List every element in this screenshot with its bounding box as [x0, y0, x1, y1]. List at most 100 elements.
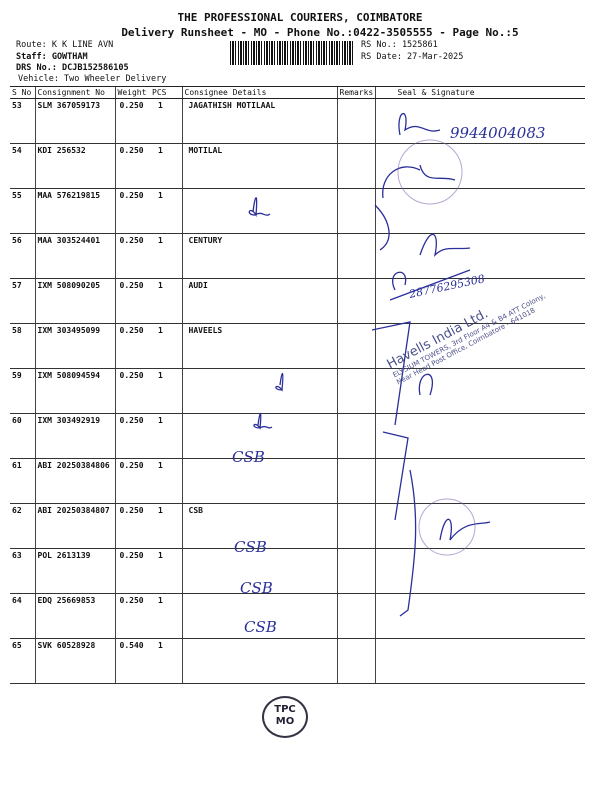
cell-consignment: ABI 20250384807 — [34, 503, 115, 549]
cell-remarks — [336, 143, 375, 189]
cell-pcs: 1 — [150, 188, 182, 234]
cell-signature — [374, 143, 585, 189]
cell-consignee — [181, 188, 337, 234]
cell-sno: 58 — [10, 323, 35, 369]
cell-weight: 0.250 — [114, 413, 150, 459]
cell-remarks — [336, 188, 375, 234]
cell-weight: 0.250 — [114, 323, 150, 369]
col-pcs: PCS — [150, 86, 182, 99]
cell-remarks — [336, 413, 375, 459]
cell-consignee: CSB — [181, 503, 337, 549]
table-header: S No Consignment No Weight PCS Consignee… — [10, 86, 585, 99]
table-row: 54 KDI 256532 0.250 1 MOTILAL — [10, 143, 585, 189]
table-row: 63 POL 2613139 0.250 1 — [10, 548, 585, 594]
cell-consignment: IXM 303495099 — [34, 323, 115, 369]
cell-signature — [374, 593, 585, 639]
runsheet-table: S No Consignment No Weight PCS Consignee… — [10, 86, 585, 684]
route: Route: K K LINE AVN — [16, 40, 114, 50]
cell-signature — [374, 98, 585, 144]
col-signature: Seal & Signature — [374, 86, 585, 99]
cell-sno: 63 — [10, 548, 35, 594]
cell-remarks — [336, 638, 375, 684]
tpc-mo-stamp: TPC MO — [262, 696, 308, 738]
table-row: 53 SLM 367059173 0.250 1 JAGATHISH MOTILAAL — [10, 98, 585, 144]
table-row: 58 IXM 303495099 0.250 1 HAVEELS — [10, 323, 585, 369]
cell-sno: 54 — [10, 143, 35, 189]
cell-remarks — [336, 323, 375, 369]
document-subtitle: Delivery Runsheet - MO - Phone No.:0422-… — [121, 26, 519, 39]
cell-consignment: IXM 508094594 — [34, 368, 115, 414]
table-row: 62 ABI 20250384807 0.250 1 CSB — [10, 503, 585, 549]
cell-sno: 55 — [10, 188, 35, 234]
col-consignee: Consignee Details — [181, 86, 337, 99]
table-row: 55 MAA 576219815 0.250 1 — [10, 188, 585, 234]
cell-consignment: MAA 303524401 — [34, 233, 115, 279]
cell-remarks — [336, 368, 375, 414]
col-remarks: Remarks — [336, 86, 375, 99]
cell-pcs: 1 — [150, 278, 182, 324]
cell-sno: 53 — [10, 98, 35, 144]
cell-weight: 0.250 — [114, 233, 150, 279]
rs-number: RS No.: 1525861 — [361, 40, 438, 50]
cell-remarks — [336, 593, 375, 639]
stamp-line-2: MO — [275, 716, 295, 727]
cell-pcs: 1 — [150, 548, 182, 594]
table-row: 60 IXM 303492919 0.250 1 — [10, 413, 585, 459]
cell-weight: 0.250 — [114, 98, 150, 144]
table-row: 64 EDQ 25669853 0.250 1 — [10, 593, 585, 639]
cell-pcs: 1 — [150, 143, 182, 189]
cell-sno: 57 — [10, 278, 35, 324]
cell-pcs: 1 — [150, 638, 182, 684]
cell-signature — [374, 503, 585, 549]
cell-sno: 64 — [10, 593, 35, 639]
rs-date: RS Date: 27-Mar-2025 — [361, 52, 464, 62]
cell-pcs: 1 — [150, 458, 182, 504]
cell-consignee — [181, 458, 337, 504]
cell-sno: 56 — [10, 233, 35, 279]
cell-remarks — [336, 458, 375, 504]
table-row: 65 SVK 60528928 0.540 1 — [10, 638, 585, 684]
cell-pcs: 1 — [150, 413, 182, 459]
cell-sno: 60 — [10, 413, 35, 459]
cell-pcs: 1 — [150, 368, 182, 414]
cell-signature — [374, 458, 585, 504]
cell-consignee: HAVEELS — [181, 323, 337, 369]
table-row: 61 ABI 20250384806 0.250 1 — [10, 458, 585, 504]
cell-weight: 0.540 — [114, 638, 150, 684]
cell-sno: 59 — [10, 368, 35, 414]
cell-sno: 65 — [10, 638, 35, 684]
cell-consignee — [181, 593, 337, 639]
cell-consignment: MAA 576219815 — [34, 188, 115, 234]
cell-consignment: EDQ 25669853 — [34, 593, 115, 639]
cell-weight: 0.250 — [114, 368, 150, 414]
vehicle: Vehicle: Two Wheeler Delivery — [18, 74, 167, 84]
cell-remarks — [336, 233, 375, 279]
cell-weight: 0.250 — [114, 593, 150, 639]
document-title: THE PROFESSIONAL COURIERS, COIMBATORE — [177, 11, 423, 24]
cell-signature — [374, 413, 585, 459]
col-sno: S No — [10, 86, 35, 99]
drs-number: DRS No.: DCJB152586105 — [16, 63, 129, 73]
cell-weight: 0.250 — [114, 548, 150, 594]
table-row: 57 IXM 508090205 0.250 1 AUDI — [10, 278, 585, 324]
cell-consignment: ABI 20250384806 — [34, 458, 115, 504]
col-weight: Weight — [114, 86, 150, 99]
cell-sno: 61 — [10, 458, 35, 504]
table-row: 59 IXM 508094594 0.250 1 — [10, 368, 585, 414]
cell-remarks — [336, 98, 375, 144]
cell-consignee — [181, 413, 337, 459]
cell-signature — [374, 548, 585, 594]
cell-weight: 0.250 — [114, 188, 150, 234]
cell-consignee — [181, 548, 337, 594]
staff: Staff: GOWTHAM — [16, 52, 88, 62]
table-row: 56 MAA 303524401 0.250 1 CENTURY — [10, 233, 585, 279]
cell-weight: 0.250 — [114, 143, 150, 189]
cell-consignee: CENTURY — [181, 233, 337, 279]
barcode — [230, 41, 354, 65]
cell-consignment: IXM 508090205 — [34, 278, 115, 324]
col-consignment: Consignment No — [34, 86, 115, 99]
cell-weight: 0.250 — [114, 458, 150, 504]
cell-pcs: 1 — [150, 98, 182, 144]
cell-consignee — [181, 638, 337, 684]
cell-pcs: 1 — [150, 323, 182, 369]
